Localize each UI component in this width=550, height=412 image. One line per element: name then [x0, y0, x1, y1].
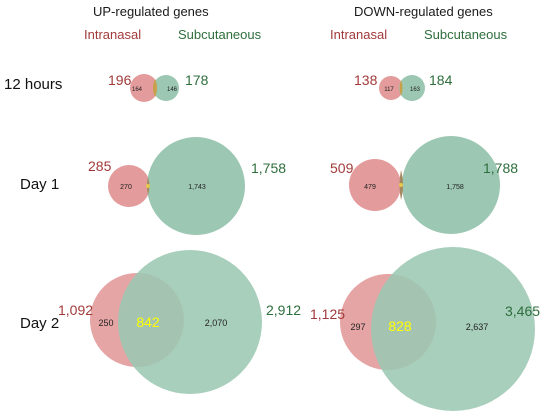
intranasal-circle	[349, 159, 401, 211]
intranasal-only-count: 117	[384, 87, 394, 93]
up-column-title: UP-regulated genes	[93, 4, 209, 19]
subcutaneous-only-count: 2,070	[205, 318, 228, 328]
down-12h-intranasal-total: 138	[354, 72, 378, 88]
subcutaneous-only-count: 1,743	[188, 184, 206, 191]
subcutaneous-circle	[371, 247, 535, 411]
up-d1-subcutaneous-total: 1,758	[251, 160, 287, 176]
up-d2-subcutaneous-total: 2,912	[266, 302, 302, 318]
down-d1-intranasal-total: 509	[330, 160, 354, 176]
subcutaneous-only-count: 2,637	[466, 322, 489, 332]
subcutaneous-only-count: 146	[167, 87, 178, 93]
intranasal-circle	[108, 165, 150, 207]
down-subcutaneous-label: Subcutaneous	[424, 27, 508, 42]
intranasal-only-count: 164	[132, 87, 143, 93]
overlap-count: 842	[136, 314, 160, 330]
up-subcutaneous-label: Subcutaneous	[178, 27, 262, 42]
subcutaneous-only-count: 163	[410, 87, 421, 93]
venn-down-12h: 117 163	[379, 75, 425, 101]
down-d2-subcutaneous-total: 3,465	[505, 303, 541, 319]
venn-down-d1: 479 1,758	[349, 136, 500, 234]
venn-up-d1: 270 1,743	[108, 137, 245, 235]
venn-up-12h: 164 146	[130, 74, 179, 102]
intranasal-only-count: 479	[364, 184, 376, 191]
overlap-region	[153, 79, 157, 97]
intranasal-circle	[130, 74, 158, 102]
overlap-marker	[399, 183, 403, 187]
down-12h-subcutaneous-total: 184	[429, 72, 453, 88]
overlap-count: 828	[388, 318, 412, 334]
up-d2-intranasal-total: 1,092	[58, 302, 94, 318]
down-d1-subcutaneous-total: 1,788	[483, 160, 519, 176]
venn-up-d2: 250 842 2,070	[90, 250, 262, 394]
overlap-marker	[146, 184, 150, 188]
down-d2-intranasal-total: 1,125	[310, 306, 346, 322]
subcutaneous-only-count: 1,758	[446, 184, 464, 191]
subcutaneous-circle	[402, 136, 500, 234]
row-label-12-hours: 12 hours	[4, 76, 63, 93]
row-label-day-2: Day 2	[20, 315, 60, 332]
venn-down-d2: 297 828 2,637	[340, 247, 535, 411]
subcutaneous-circle	[153, 75, 179, 101]
subcutaneous-circle	[118, 250, 262, 394]
row-label-day-1: Day 1	[20, 176, 60, 193]
intranasal-only-count: 297	[350, 322, 365, 332]
up-d1-intranasal-total: 285	[88, 158, 112, 174]
intranasal-only-count: 270	[120, 184, 132, 191]
down-intranasal-label: Intranasal	[330, 27, 388, 42]
intranasal-only-count: 250	[98, 318, 113, 328]
subcutaneous-circle	[399, 75, 425, 101]
up-12h-intranasal-total: 196	[108, 72, 132, 88]
overlap-region	[399, 80, 403, 96]
down-column-title: DOWN-regulated genes	[354, 4, 493, 19]
intranasal-circle	[379, 76, 403, 100]
up-12h-subcutaneous-total: 178	[185, 72, 209, 88]
up-intranasal-label: Intranasal	[84, 27, 142, 42]
subcutaneous-circle	[147, 137, 245, 235]
